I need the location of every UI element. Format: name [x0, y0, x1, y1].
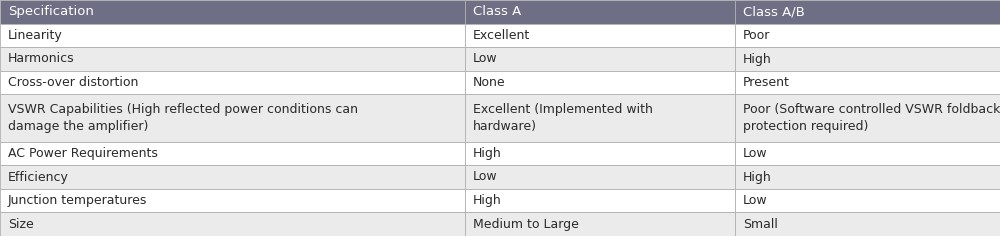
Text: Efficiency: Efficiency	[8, 170, 69, 184]
Bar	[0, 47, 465, 71]
Text: Excellent: Excellent	[473, 29, 530, 42]
Text: Class A/B: Class A/B	[743, 5, 805, 18]
Bar	[0, 142, 465, 165]
Bar	[0, 94, 465, 142]
Bar	[465, 47, 735, 71]
Bar	[465, 24, 735, 47]
Text: Low: Low	[743, 147, 768, 160]
Text: Harmonics: Harmonics	[8, 52, 75, 66]
Bar	[735, 0, 1000, 24]
Text: Low: Low	[473, 52, 498, 66]
Text: Medium to Large: Medium to Large	[473, 218, 579, 231]
Text: Low: Low	[473, 170, 498, 184]
Text: Junction temperatures: Junction temperatures	[8, 194, 147, 207]
Text: Present: Present	[743, 76, 790, 89]
Bar	[465, 0, 735, 24]
Text: High: High	[743, 170, 772, 184]
Text: Linearity: Linearity	[8, 29, 63, 42]
Bar	[465, 142, 735, 165]
Bar	[0, 212, 465, 236]
Bar	[0, 24, 465, 47]
Text: Poor: Poor	[743, 29, 770, 42]
Bar	[735, 47, 1000, 71]
Text: High: High	[743, 52, 772, 66]
Bar	[735, 212, 1000, 236]
Bar	[465, 189, 735, 212]
Text: High: High	[473, 194, 502, 207]
Text: Excellent (Implemented with
hardware): Excellent (Implemented with hardware)	[473, 103, 653, 133]
Bar	[465, 71, 735, 94]
Bar	[465, 94, 735, 142]
Text: VSWR Capabilities (High reflected power conditions can
damage the amplifier): VSWR Capabilities (High reflected power …	[8, 103, 358, 133]
Text: Small: Small	[743, 218, 778, 231]
Text: Specification: Specification	[8, 5, 94, 18]
Text: None: None	[473, 76, 506, 89]
Text: Cross-over distortion: Cross-over distortion	[8, 76, 138, 89]
Bar	[735, 94, 1000, 142]
Bar	[465, 165, 735, 189]
Bar	[735, 71, 1000, 94]
Text: Low: Low	[743, 194, 768, 207]
Bar	[0, 71, 465, 94]
Text: Size: Size	[8, 218, 34, 231]
Text: Class A: Class A	[473, 5, 521, 18]
Bar	[735, 165, 1000, 189]
Bar	[735, 142, 1000, 165]
Bar	[465, 212, 735, 236]
Bar	[735, 24, 1000, 47]
Bar	[0, 189, 465, 212]
Text: AC Power Requirements: AC Power Requirements	[8, 147, 158, 160]
Text: Poor (Software controlled VSWR foldback
protection required): Poor (Software controlled VSWR foldback …	[743, 103, 1000, 133]
Bar	[0, 0, 465, 24]
Bar	[735, 189, 1000, 212]
Bar	[0, 165, 465, 189]
Text: High: High	[473, 147, 502, 160]
